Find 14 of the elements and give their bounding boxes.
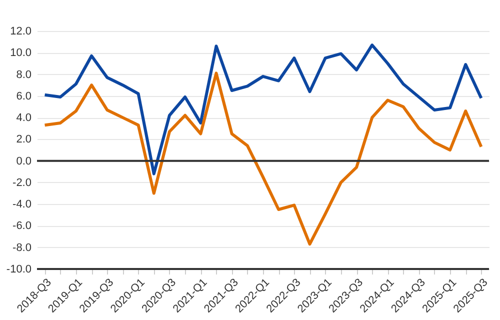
y-tick-label: 4.0 <box>16 112 32 124</box>
y-tick-label: 2.0 <box>16 134 32 146</box>
y-tick-label: -8.0 <box>12 242 32 254</box>
y-tick-label: -6.0 <box>12 220 32 232</box>
y-tick-label: 12.0 <box>10 26 32 38</box>
y-tick-label: -2.0 <box>12 176 32 189</box>
line-series <box>43 72 483 246</box>
y-tick-label: 10.0 <box>10 47 32 60</box>
y-tick-label: 6.0 <box>16 90 32 102</box>
y-tick-label: -4.0 <box>12 198 32 211</box>
y-tick-label: 0.0 <box>16 155 32 168</box>
y-tick-label: -10.0 <box>6 264 32 276</box>
y-tick-label: 8.0 <box>16 68 32 81</box>
line-series <box>43 44 483 176</box>
